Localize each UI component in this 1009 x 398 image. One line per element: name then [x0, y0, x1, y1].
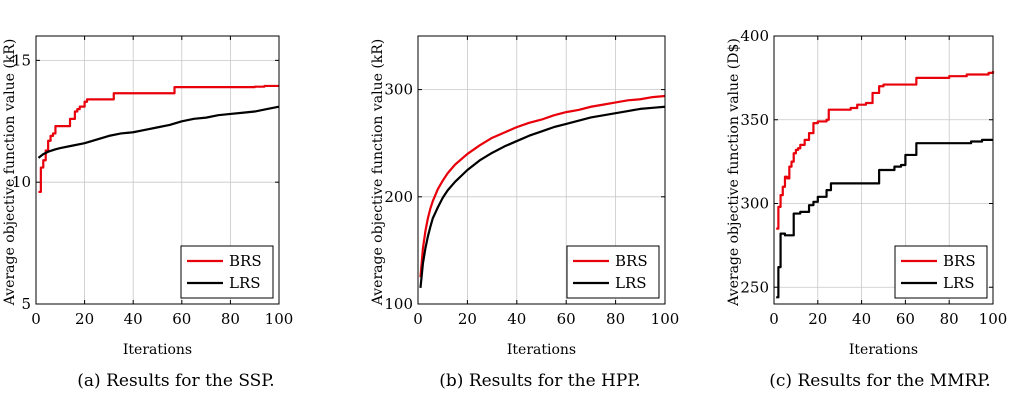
- x-tick-label: 20: [458, 310, 477, 328]
- x-tick-label: 40: [124, 310, 143, 328]
- legend: BRS LRS: [566, 245, 660, 299]
- legend-label-brs: BRS: [615, 252, 648, 270]
- x-axis-label: Iterations: [849, 342, 918, 358]
- figure-caption: (b) Results for the HPP.: [439, 371, 640, 391]
- y-tick-label: 5: [21, 295, 31, 313]
- x-tick-label: 60: [557, 310, 576, 328]
- x-axis-label: Iterations: [123, 342, 192, 358]
- y-tick-label: 100: [384, 295, 413, 313]
- series-line-brs: [776, 71, 995, 230]
- series-line-brs: [419, 94, 666, 278]
- x-tick-label: 20: [75, 310, 94, 328]
- x-tick-label: 80: [221, 310, 240, 328]
- series-line-brs: [38, 84, 279, 194]
- x-tick-label: 60: [172, 310, 191, 328]
- x-tick-label: 100: [265, 310, 294, 328]
- legend-label-brs: BRS: [943, 252, 976, 270]
- x-tick-label: 0: [413, 310, 423, 328]
- legend-label-lrs: LRS: [943, 274, 975, 292]
- legend-box: [566, 245, 660, 299]
- chart-panel-1: 0 20 40 60 80 100 5 10 15 Iterations Average objec…: [2, 35, 294, 391]
- figure-caption: (a) Results for the SSP.: [77, 371, 274, 391]
- x-tick-label: 20: [808, 310, 827, 328]
- series-line-lrs: [419, 105, 666, 289]
- y-tick-label: 10: [12, 173, 31, 191]
- series-line-lrs: [776, 138, 993, 299]
- y-tick-label: 200: [384, 188, 413, 206]
- y-tick-label: 250: [740, 278, 769, 296]
- y-tick-label: 300: [384, 81, 413, 99]
- plot-frame: [417, 35, 666, 305]
- series-line-lrs: [37, 105, 280, 159]
- x-tick-label: 0: [769, 310, 779, 328]
- x-tick-label: 60: [896, 310, 915, 328]
- plot-frame: [773, 35, 994, 305]
- x-tick-label: 0: [31, 310, 41, 328]
- plot-frame: [35, 35, 280, 305]
- legend: BRS LRS: [180, 245, 274, 299]
- legend: BRS LRS: [894, 245, 988, 299]
- legend-label-lrs: LRS: [229, 274, 261, 292]
- legend-label-brs: BRS: [229, 252, 262, 270]
- y-tick-label: 400: [740, 27, 769, 45]
- x-tick-label: 80: [606, 310, 625, 328]
- legend-box: [894, 245, 988, 299]
- chart-panel-2: 0 20 40 60 80 100 100 200 300 Iterations Average o…: [370, 35, 680, 391]
- x-tick-label: 100: [979, 310, 1008, 328]
- figure-caption: (c) Results for the MMRP.: [769, 371, 990, 391]
- y-tick-label: 15: [12, 51, 31, 69]
- x-tick-label: 40: [852, 310, 871, 328]
- legend-label-lrs: LRS: [615, 274, 647, 292]
- x-tick-label: 100: [651, 310, 680, 328]
- y-tick-label: 300: [740, 195, 769, 213]
- x-axis-label: Iterations: [507, 342, 576, 358]
- x-tick-label: 40: [507, 310, 526, 328]
- y-axis-label: Average objective function value (kR): [2, 39, 18, 307]
- legend-box: [180, 245, 274, 299]
- y-axis-label: Average objective function value (D$): [726, 38, 742, 307]
- x-tick-label: 80: [940, 310, 959, 328]
- y-tick-label: 350: [740, 111, 769, 129]
- y-axis-label: Average objective function value (kR): [370, 39, 386, 307]
- chart-panel-3: 0 20 40 60 80 100 250 300 350 400 Iterations Averag…: [726, 27, 1007, 391]
